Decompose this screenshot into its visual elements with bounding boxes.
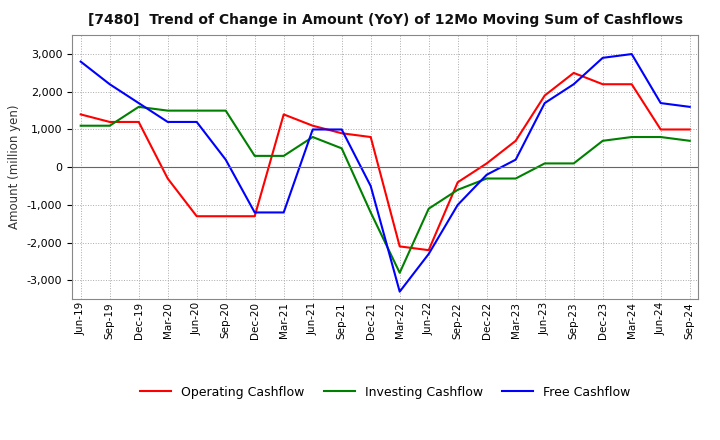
Free Cashflow — [76, 59, 85, 64]
Free Cashflow — [511, 157, 520, 162]
Operating Cashflow — [251, 213, 259, 219]
Free Cashflow — [366, 183, 375, 189]
Investing Cashflow — [338, 146, 346, 151]
Line: Investing Cashflow: Investing Cashflow — [81, 107, 690, 273]
Investing Cashflow — [657, 134, 665, 139]
Operating Cashflow — [454, 180, 462, 185]
Investing Cashflow — [192, 108, 201, 113]
Operating Cashflow — [685, 127, 694, 132]
Investing Cashflow — [627, 134, 636, 139]
Free Cashflow — [627, 51, 636, 57]
Investing Cashflow — [366, 210, 375, 215]
Investing Cashflow — [308, 134, 317, 139]
Operating Cashflow — [221, 213, 230, 219]
Investing Cashflow — [221, 108, 230, 113]
Free Cashflow — [541, 100, 549, 106]
Operating Cashflow — [338, 131, 346, 136]
Free Cashflow — [657, 100, 665, 106]
Operating Cashflow — [395, 244, 404, 249]
Operating Cashflow — [570, 70, 578, 76]
Investing Cashflow — [685, 138, 694, 143]
Free Cashflow — [192, 119, 201, 125]
Operating Cashflow — [76, 112, 85, 117]
Free Cashflow — [482, 172, 491, 177]
Operating Cashflow — [657, 127, 665, 132]
Free Cashflow — [338, 127, 346, 132]
Operating Cashflow — [105, 119, 114, 125]
Investing Cashflow — [395, 270, 404, 275]
Investing Cashflow — [482, 176, 491, 181]
Free Cashflow — [135, 100, 143, 106]
Free Cashflow — [598, 55, 607, 60]
Free Cashflow — [251, 210, 259, 215]
Operating Cashflow — [482, 161, 491, 166]
Investing Cashflow — [279, 153, 288, 158]
Operating Cashflow — [279, 112, 288, 117]
Title: [7480]  Trend of Change in Amount (YoY) of 12Mo Moving Sum of Cashflows: [7480] Trend of Change in Amount (YoY) o… — [88, 13, 683, 27]
Line: Free Cashflow: Free Cashflow — [81, 54, 690, 292]
Operating Cashflow — [366, 134, 375, 139]
Investing Cashflow — [105, 123, 114, 128]
Investing Cashflow — [424, 206, 433, 211]
Investing Cashflow — [570, 161, 578, 166]
Investing Cashflow — [454, 187, 462, 192]
Free Cashflow — [221, 157, 230, 162]
Operating Cashflow — [135, 119, 143, 125]
Operating Cashflow — [308, 123, 317, 128]
Free Cashflow — [685, 104, 694, 110]
Free Cashflow — [570, 81, 578, 87]
Operating Cashflow — [192, 213, 201, 219]
Operating Cashflow — [598, 81, 607, 87]
Free Cashflow — [279, 210, 288, 215]
Free Cashflow — [424, 251, 433, 257]
Investing Cashflow — [598, 138, 607, 143]
Free Cashflow — [395, 289, 404, 294]
Investing Cashflow — [76, 123, 85, 128]
Investing Cashflow — [163, 108, 172, 113]
Free Cashflow — [454, 202, 462, 208]
Operating Cashflow — [511, 138, 520, 143]
Operating Cashflow — [424, 248, 433, 253]
Y-axis label: Amount (million yen): Amount (million yen) — [8, 105, 21, 229]
Investing Cashflow — [511, 176, 520, 181]
Investing Cashflow — [135, 104, 143, 110]
Investing Cashflow — [251, 153, 259, 158]
Free Cashflow — [105, 81, 114, 87]
Free Cashflow — [163, 119, 172, 125]
Line: Operating Cashflow: Operating Cashflow — [81, 73, 690, 250]
Operating Cashflow — [163, 176, 172, 181]
Legend: Operating Cashflow, Investing Cashflow, Free Cashflow: Operating Cashflow, Investing Cashflow, … — [135, 381, 635, 404]
Operating Cashflow — [541, 93, 549, 98]
Investing Cashflow — [541, 161, 549, 166]
Free Cashflow — [308, 127, 317, 132]
Operating Cashflow — [627, 81, 636, 87]
